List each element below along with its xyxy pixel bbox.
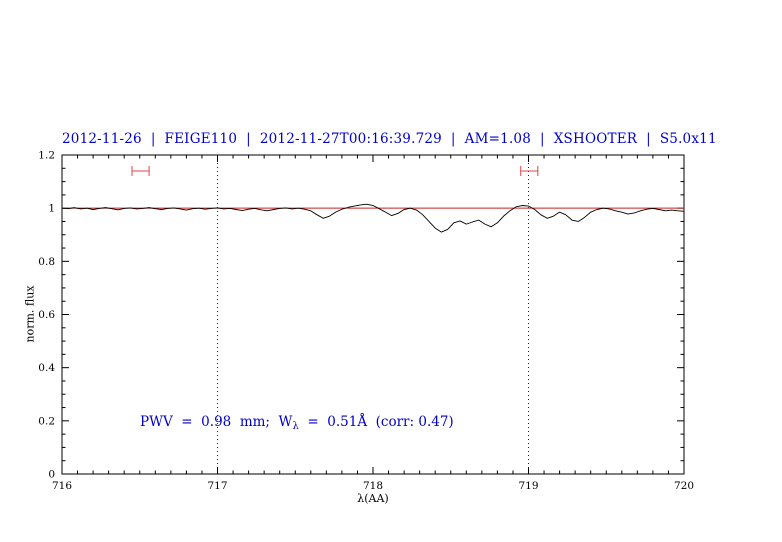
y-axis-label: norm. flux [23, 285, 37, 343]
pwv-annotation: PWV = 0.98 mm; Wλ = 0.51Å (corr: 0.47) [140, 414, 454, 432]
x-tick-label: 719 [518, 480, 538, 492]
y-tick-label: 0.4 [38, 362, 55, 374]
pwv-annotation-part2: = 0.51Å (corr: 0.47) [298, 414, 454, 430]
x-tick-label: 716 [52, 480, 72, 492]
x-axis-label: λ(AA) [357, 492, 389, 505]
x-tick-label: 720 [674, 480, 694, 492]
x-tick-label: 717 [207, 480, 227, 492]
pwv-annotation-part1: PWV = 0.98 mm; W [140, 414, 293, 430]
y-tick-label: 0.2 [38, 415, 55, 427]
pwv-annotation-lambda-subscript: λ [292, 421, 299, 432]
y-tick-label: 1.2 [38, 150, 55, 162]
spectrum-line [61, 203, 685, 233]
x-tick-label: 718 [363, 480, 383, 492]
y-tick-label: 1 [48, 203, 55, 215]
y-tick-label: 0.8 [38, 256, 55, 268]
y-tick-label: 0 [48, 469, 55, 481]
y-tick-label: 0.6 [38, 309, 55, 321]
